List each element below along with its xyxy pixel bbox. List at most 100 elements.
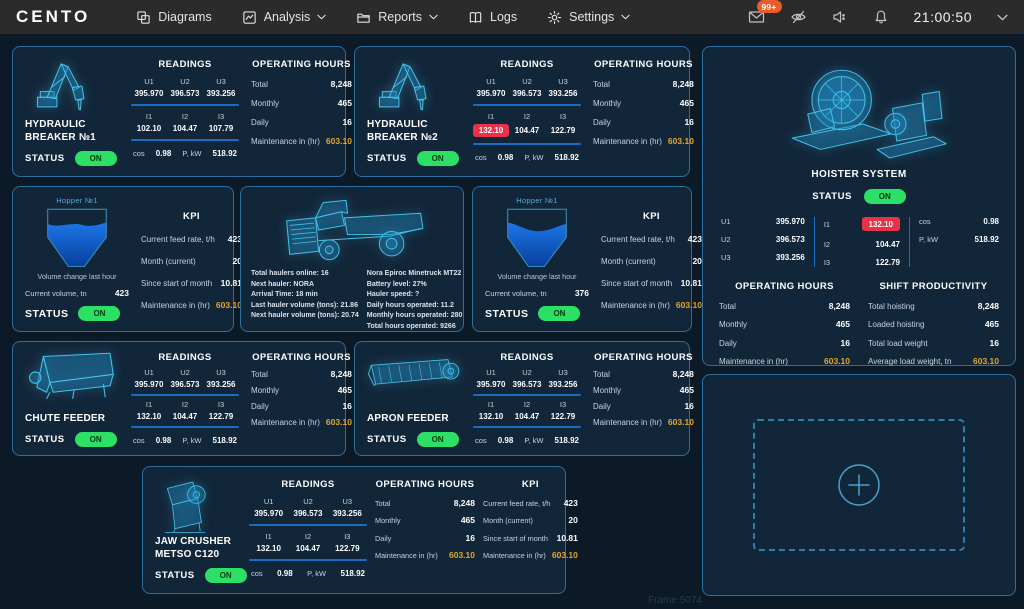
- reading-value: 518.92: [340, 569, 365, 578]
- row-label: Monthly: [251, 99, 280, 108]
- readings-section: READINGS U1 U2 U3 395.970 396.573 393.25…: [131, 57, 239, 166]
- kpi-row: Month (current) 20: [483, 515, 578, 525]
- navbar-right: 99+ 21:00:50: [748, 0, 1009, 25]
- row-label: Daily: [719, 338, 737, 348]
- row-label: Maintenance in (hr): [719, 357, 788, 366]
- divider: [249, 559, 367, 561]
- hours-row: Daily 16: [251, 401, 352, 411]
- kpi-row: Current feed rate, t/h 423: [483, 498, 578, 508]
- reading-value: 104.47: [875, 240, 900, 249]
- nav-settings[interactable]: Settings: [547, 10, 630, 25]
- row-label: Current feed rate, t/h: [483, 498, 551, 508]
- status-badge[interactable]: ON: [863, 189, 906, 204]
- status-badge[interactable]: ON: [204, 568, 247, 583]
- reading-value: 396.573: [170, 89, 200, 98]
- equipment-info: APRON FEEDER STATUS ON: [367, 350, 461, 447]
- operating-hours-title: OPERATING HOURS: [735, 281, 834, 292]
- row-value: 8,248: [977, 300, 999, 311]
- hours-row: Total 8,248: [375, 498, 475, 508]
- alert-value: 132.10: [861, 217, 900, 231]
- messages-button[interactable]: 99+: [748, 0, 782, 25]
- reading-label: P, kW: [524, 153, 544, 162]
- status-badge[interactable]: ON: [416, 432, 459, 447]
- reading-label: I2: [304, 532, 312, 541]
- readings-section: READINGS U1 U2 U3 395.970 396.573 393.25…: [131, 350, 239, 447]
- hydraulic-breaker-2-card: HYDRAULIC BREAKER №2 STATUS ON READINGS U…: [354, 46, 694, 177]
- row-value: 20: [232, 256, 242, 266]
- status-badge[interactable]: ON: [416, 151, 459, 166]
- readings-section: READINGS U1 U2 U3 395.970 396.573 393.25…: [473, 350, 581, 447]
- nav-reports[interactable]: Reports: [356, 10, 438, 25]
- reading-label: P, kW: [307, 569, 327, 578]
- hours-row: Total 8,248: [719, 301, 850, 311]
- row-label: Current volume, tn: [25, 289, 87, 298]
- hopper-caption: Volume change last hour: [497, 272, 577, 281]
- row-label: Maintenance in (hr): [593, 137, 662, 146]
- chevron-down-icon: [317, 14, 326, 20]
- reading-value: 0.98: [277, 569, 293, 578]
- equipment-info: HYDRAULIC BREAKER №2 STATUS ON: [367, 57, 461, 166]
- reading-value: 395.970: [476, 380, 506, 389]
- hauler-stat: Monthly hours operated: 280: [366, 312, 463, 319]
- status-badge[interactable]: ON: [74, 432, 117, 447]
- divider: [131, 393, 239, 396]
- nav-label: Settings: [569, 10, 615, 24]
- hopper-title: Hopper №1: [516, 196, 558, 205]
- status-badge[interactable]: ON: [538, 306, 581, 321]
- status-badge[interactable]: ON: [78, 306, 121, 321]
- readings-title: READINGS: [158, 59, 212, 70]
- reading-label: U2: [303, 497, 313, 506]
- reading-label: U1: [263, 497, 274, 506]
- row-value: 603.10: [449, 550, 475, 560]
- kpi-section: KPI Current feed rate, t/h 423 Month (cur…: [135, 195, 242, 321]
- row-value: 465: [337, 385, 352, 395]
- divider: [131, 139, 239, 141]
- visibility-toggle-button[interactable]: [790, 9, 807, 25]
- reading-value: 396.573: [775, 235, 805, 244]
- hours-row: Daily 16: [251, 117, 352, 127]
- app-logo: CENTO: [16, 7, 91, 26]
- kpi-title: KPI: [182, 211, 200, 222]
- alert-value: 132.10: [473, 124, 509, 137]
- row-value: 603.10: [675, 300, 702, 310]
- volume-button[interactable]: [832, 9, 848, 25]
- operating-hours-section: OPERATING HOURS Total 8,248 Monthly 465 Da…: [593, 57, 694, 166]
- reading-label: I3: [823, 258, 831, 267]
- row-label: Current feed rate, t/h: [601, 235, 675, 244]
- reading-value: 122.79: [208, 412, 234, 421]
- operating-hours-section: OPERATING HOURS Total 8,248 Monthly 465 Da…: [593, 350, 694, 447]
- row-value: 8,248: [453, 497, 475, 508]
- current-volume-row: Current volume, tn 423: [25, 288, 129, 298]
- reading-label: U2: [180, 368, 190, 377]
- row-label: Current feed rate, t/h: [141, 235, 215, 244]
- reading-value: 393.256: [332, 509, 362, 518]
- nav-logs[interactable]: Logs: [468, 10, 517, 25]
- row-value: 423: [563, 497, 578, 508]
- add-widget-dropzone[interactable]: [753, 419, 965, 551]
- row-label: Daily: [593, 118, 611, 127]
- row-value: 423: [114, 288, 129, 298]
- bell-icon: [875, 10, 886, 24]
- kpi-section: KPI Current feed rate, t/h 423 Month (cur…: [595, 195, 702, 321]
- shift-row: Total load weight 16: [868, 338, 999, 348]
- hauler-stat: Total haulers online: 16: [251, 270, 329, 277]
- reading-label: U1: [486, 77, 496, 86]
- status-badge[interactable]: ON: [74, 151, 117, 166]
- reading-row: U1 395.970: [721, 217, 805, 226]
- reading-label: cos: [133, 149, 145, 158]
- equipment-name: APRON FEEDER: [367, 413, 449, 424]
- apron-feeder-illustration: [368, 359, 460, 387]
- hauler-stat: Battery level: 27%: [366, 280, 427, 288]
- row-label: Total: [251, 370, 268, 379]
- reading-value: 122.79: [875, 258, 900, 267]
- operating-hours-title: OPERATING HOURS: [252, 59, 351, 70]
- nav-diagrams[interactable]: Diagrams: [136, 10, 212, 25]
- row-value: 465: [679, 98, 694, 108]
- nav-analysis[interactable]: Analysis: [242, 10, 327, 25]
- row-label: Monthly: [719, 320, 748, 329]
- user-menu-button[interactable]: [997, 14, 1008, 21]
- row-label: Maintenance in (hr): [251, 418, 320, 427]
- notifications-button[interactable]: [873, 9, 889, 25]
- readings-title: READINGS: [500, 352, 554, 363]
